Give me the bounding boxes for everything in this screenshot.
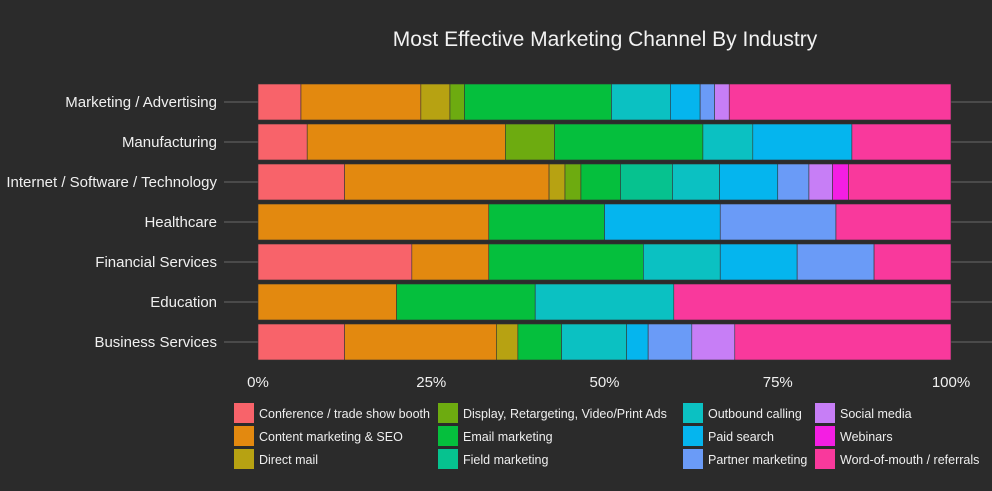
x-tick-label: 75% [763, 374, 793, 391]
bar-segment-conference-trade-show-booth [257, 83, 302, 121]
bar-segment-partner-marketing [699, 83, 715, 121]
legend-swatch [438, 403, 458, 423]
bars-layer [257, 83, 952, 361]
legend-swatch [438, 426, 458, 446]
bar-segment-email-marketing [396, 283, 536, 321]
bar-segment-word-of-mouth-referrals [728, 83, 952, 121]
legend-swatch [683, 403, 703, 423]
bar-segment-word-of-mouth-referrals [851, 123, 952, 161]
bar-segment-partner-marketing [796, 243, 875, 281]
bar-segment-social-media [808, 163, 833, 201]
legend-label: Direct mail [259, 453, 318, 467]
bar-segment-partner-marketing [719, 203, 837, 241]
bar-segment-outbound-calling [534, 283, 675, 321]
bar-segment-email-marketing [464, 83, 612, 121]
legend-label: Partner marketing [708, 453, 807, 467]
bar-segment-outbound-calling [561, 323, 627, 361]
bar-segment-content-marketing-seo [257, 283, 397, 321]
category-label: Financial Services [95, 254, 217, 271]
bar-segment-paid-search [752, 123, 853, 161]
bar-segment-paid-search [719, 243, 798, 281]
bar-segment-email-marketing [517, 323, 562, 361]
x-tick-label: 25% [416, 374, 446, 391]
bar-segment-word-of-mouth-referrals [835, 203, 952, 241]
bar-segment-social-media [691, 323, 736, 361]
legend-label: Conference / trade show booth [259, 407, 430, 421]
legend-label: Paid search [708, 430, 774, 444]
bar-segment-paid-search [719, 163, 779, 201]
legend-label: Field marketing [463, 453, 548, 467]
bar-segment-word-of-mouth-referrals [734, 323, 952, 361]
bar-segment-content-marketing-seo [344, 323, 497, 361]
bar-segment-content-marketing-seo [306, 123, 506, 161]
bar-segment-email-marketing [488, 243, 644, 281]
bar-segment-paid-search [604, 203, 721, 241]
bar-segment-paid-search [626, 323, 649, 361]
bar-segment-direct-mail [548, 163, 566, 201]
bar-segment-email-marketing [554, 123, 704, 161]
category-label: Education [150, 294, 217, 311]
bar-segment-word-of-mouth-referrals [848, 163, 952, 201]
legend-swatch [683, 426, 703, 446]
legend-swatch [683, 449, 703, 469]
bar-segment-outbound-calling [702, 123, 754, 161]
legend-swatch [234, 426, 254, 446]
legend-swatch [815, 449, 835, 469]
bar-segment-email-marketing [580, 163, 621, 201]
bar-segment-direct-mail [420, 83, 451, 121]
bar-segment-word-of-mouth-referrals [873, 243, 952, 281]
chart-title: Most Effective Marketing Channel By Indu… [393, 28, 818, 51]
bar-segment-content-marketing-seo [344, 163, 550, 201]
bar-segment-content-marketing-seo [411, 243, 490, 281]
legend-swatch [815, 403, 835, 423]
legend-swatch [234, 403, 254, 423]
bar-segment-webinars [832, 163, 849, 201]
bar-segment-conference-trade-show-booth [257, 123, 308, 161]
bar-segment-outbound-calling [643, 243, 721, 281]
bar-segment-direct-mail [496, 323, 519, 361]
bar-segment-paid-search [670, 83, 701, 121]
legend-label: Email marketing [463, 430, 553, 444]
legend-label: Display, Retargeting, Video/Print Ads [463, 407, 667, 421]
category-label: Business Services [94, 334, 217, 351]
x-axis-ticks: 0% 25% 50% 75% 100% [247, 374, 970, 391]
bar-segment-outbound-calling [611, 83, 671, 121]
bar-segment-social-media [714, 83, 730, 121]
legend-label: Outbound calling [708, 407, 802, 421]
bar-segment-content-marketing-seo [257, 203, 490, 241]
legend: Conference / trade show booth Content mar… [234, 403, 979, 469]
legend-label: Social media [840, 407, 912, 421]
bar-segment-partner-marketing [777, 163, 810, 201]
bar-segment-conference-trade-show-booth [257, 163, 345, 201]
x-tick-label: 50% [589, 374, 619, 391]
bar-segment-display-retargeting-video-print-ads [505, 123, 555, 161]
bar-segment-outbound-calling [672, 163, 720, 201]
legend-swatch [815, 426, 835, 446]
bar-segment-email-marketing [488, 203, 605, 241]
category-label: Manufacturing [122, 134, 217, 151]
bar-segment-conference-trade-show-booth [257, 243, 413, 281]
category-label: Internet / Software / Technology [6, 174, 217, 191]
bar-segment-conference-trade-show-booth [257, 323, 345, 361]
bar-segment-content-marketing-seo [300, 83, 422, 121]
x-tick-label: 100% [932, 374, 970, 391]
bar-segment-field-marketing [620, 163, 673, 201]
bar-segment-partner-marketing [647, 323, 693, 361]
bar-segment-display-retargeting-video-print-ads [564, 163, 582, 201]
legend-label: Word-of-mouth / referrals [840, 453, 979, 467]
bar-segment-display-retargeting-video-print-ads [449, 83, 465, 121]
legend-label: Content marketing & SEO [259, 430, 403, 444]
legend-swatch [234, 449, 254, 469]
bar-segment-word-of-mouth-referrals [673, 283, 952, 321]
category-labels: Marketing / Advertising Manufacturing Inte… [6, 94, 217, 351]
legend-label: Webinars [840, 430, 893, 444]
category-label: Marketing / Advertising [65, 94, 217, 111]
x-tick-label: 0% [247, 374, 269, 391]
legend-swatch [438, 449, 458, 469]
category-label: Healthcare [144, 214, 217, 231]
